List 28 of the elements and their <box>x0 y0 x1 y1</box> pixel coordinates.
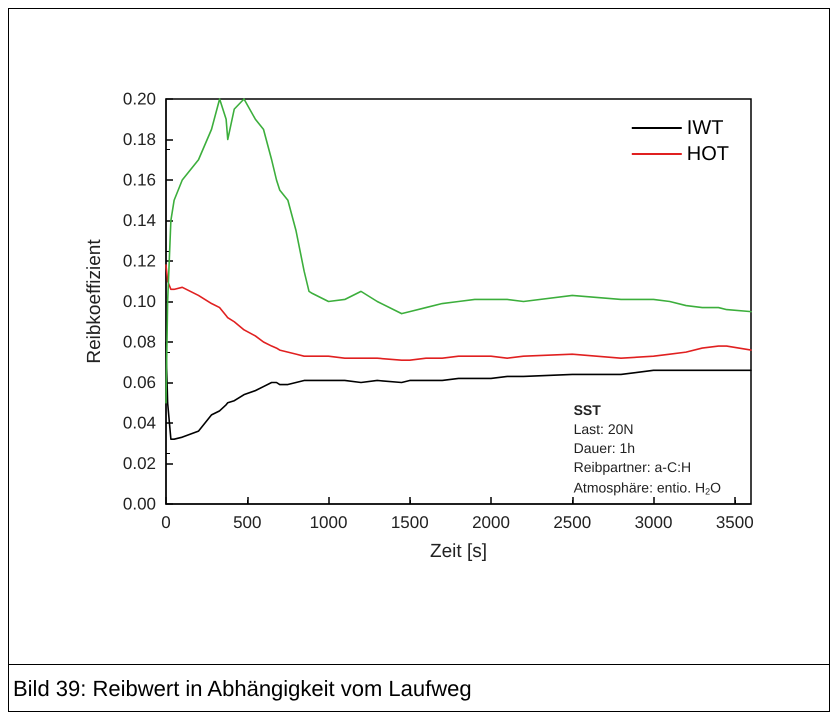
annotation: Dauer: 1h <box>574 440 636 456</box>
y-tick-label: 0.12 <box>122 252 156 270</box>
x-tick-label: 1500 <box>390 513 429 532</box>
y-axis-title: Reibkoeffizient <box>84 238 105 364</box>
y-tick-label: 0.00 <box>122 494 156 514</box>
annotation: Last: 20N <box>574 421 634 437</box>
y-tick-label: 0.08 <box>122 332 156 352</box>
x-tick-label: 3000 <box>634 513 672 532</box>
y-tick-label: 0.14 <box>122 211 156 230</box>
y-tick-label: 0.10 <box>122 292 156 311</box>
x-tick-label: 500 <box>233 513 262 532</box>
x-tick-label: 1000 <box>310 513 348 532</box>
text: Bild 39: Reibwert in Abhängigkeit vom Laufweg <box>9 664 829 712</box>
y-tick-label: 0.06 <box>122 373 156 392</box>
x-tick-label: 2000 <box>472 513 510 532</box>
annotation: SST <box>574 402 602 418</box>
y-tick-label: 0.04 <box>122 414 156 432</box>
x-tick-label: 3500 <box>716 513 754 532</box>
y-tick-label: 0.18 <box>122 130 156 149</box>
x-tick-label: 0 <box>161 513 171 532</box>
x-tick-label: 2500 <box>553 513 592 532</box>
y-tick-label: 0.16 <box>122 170 156 190</box>
x-axis-title: Zeit [s] <box>430 541 488 562</box>
legend-label: IWT <box>686 117 724 139</box>
annotation: Reibpartner: a-C:H <box>574 459 692 475</box>
y-tick-label: 0.02 <box>122 454 156 473</box>
y-tick-label: 0.20 <box>122 90 156 108</box>
legend-label: HOT <box>686 143 729 165</box>
